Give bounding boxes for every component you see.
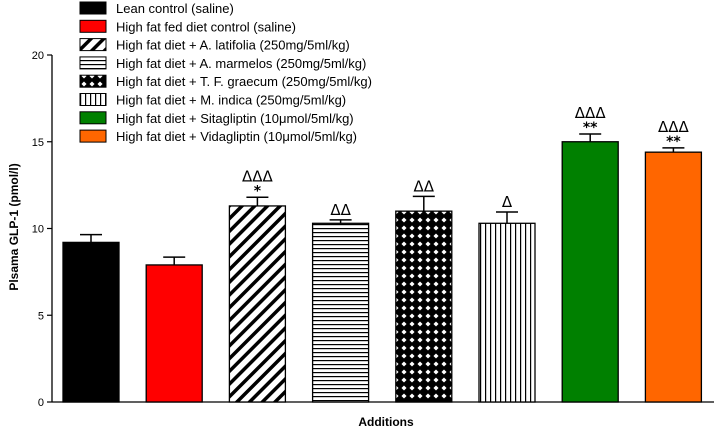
legend-swatch — [79, 74, 107, 88]
bar — [561, 141, 619, 403]
bar — [145, 264, 203, 403]
y-tick-label: 10 — [32, 224, 44, 236]
y-tick-label: 20 — [32, 50, 44, 62]
bar — [644, 151, 703, 403]
legend-label: High fat diet + A. latifolia (250mg/5ml/… — [116, 38, 350, 53]
bar — [478, 222, 536, 403]
y-axis-title: Plsama GLP-1 (pmol/l) — [7, 163, 21, 290]
y-tick-label: 15 — [32, 137, 44, 149]
bar — [395, 210, 453, 403]
legend-swatch — [79, 111, 107, 125]
legend-swatch — [79, 38, 107, 52]
legend-label: High fat diet + Vidagliptin (10μmol/5ml/… — [116, 129, 357, 144]
bar — [62, 241, 120, 403]
legend-label: High fat fed diet control (saline) — [116, 19, 296, 34]
significance-delta: ΔΔΔ — [658, 118, 690, 136]
significance-star: ** — [666, 134, 681, 150]
legend-label: High fat diet + M. indica (250mg/5ml/kg) — [116, 93, 346, 108]
significance-star: ** — [583, 120, 598, 136]
significance-delta: ΔΔ — [414, 177, 435, 195]
legend-swatch — [79, 56, 107, 70]
y-tick-label: 0 — [38, 397, 44, 409]
significance-delta: Δ — [502, 193, 513, 211]
legend-swatch — [79, 93, 107, 106]
legend-label: Lean control (saline) — [116, 1, 234, 16]
bar — [228, 205, 287, 403]
legend-label: High fat diet + A. marmelos (250mg/5ml/k… — [116, 56, 366, 71]
legend-swatch — [79, 1, 107, 15]
bar — [311, 222, 370, 403]
y-tick-label: 5 — [38, 310, 44, 322]
legend-label: High fat diet + Sitagliptin (10μmol/5ml/… — [116, 111, 354, 126]
significance-star: * — [254, 183, 262, 199]
legend: Lean control (saline) High fat fed diet c… — [79, 1, 372, 144]
legend-label: High fat diet + T. F. graecum (250mg/5ml… — [116, 74, 372, 89]
significance-delta: ΔΔΔ — [575, 104, 607, 122]
legend-swatch — [79, 129, 107, 143]
significance-delta: ΔΔ — [330, 201, 351, 219]
legend-swatch — [79, 19, 107, 33]
significance-delta: ΔΔΔ — [242, 167, 274, 185]
x-axis-title: Additions — [358, 415, 414, 427]
